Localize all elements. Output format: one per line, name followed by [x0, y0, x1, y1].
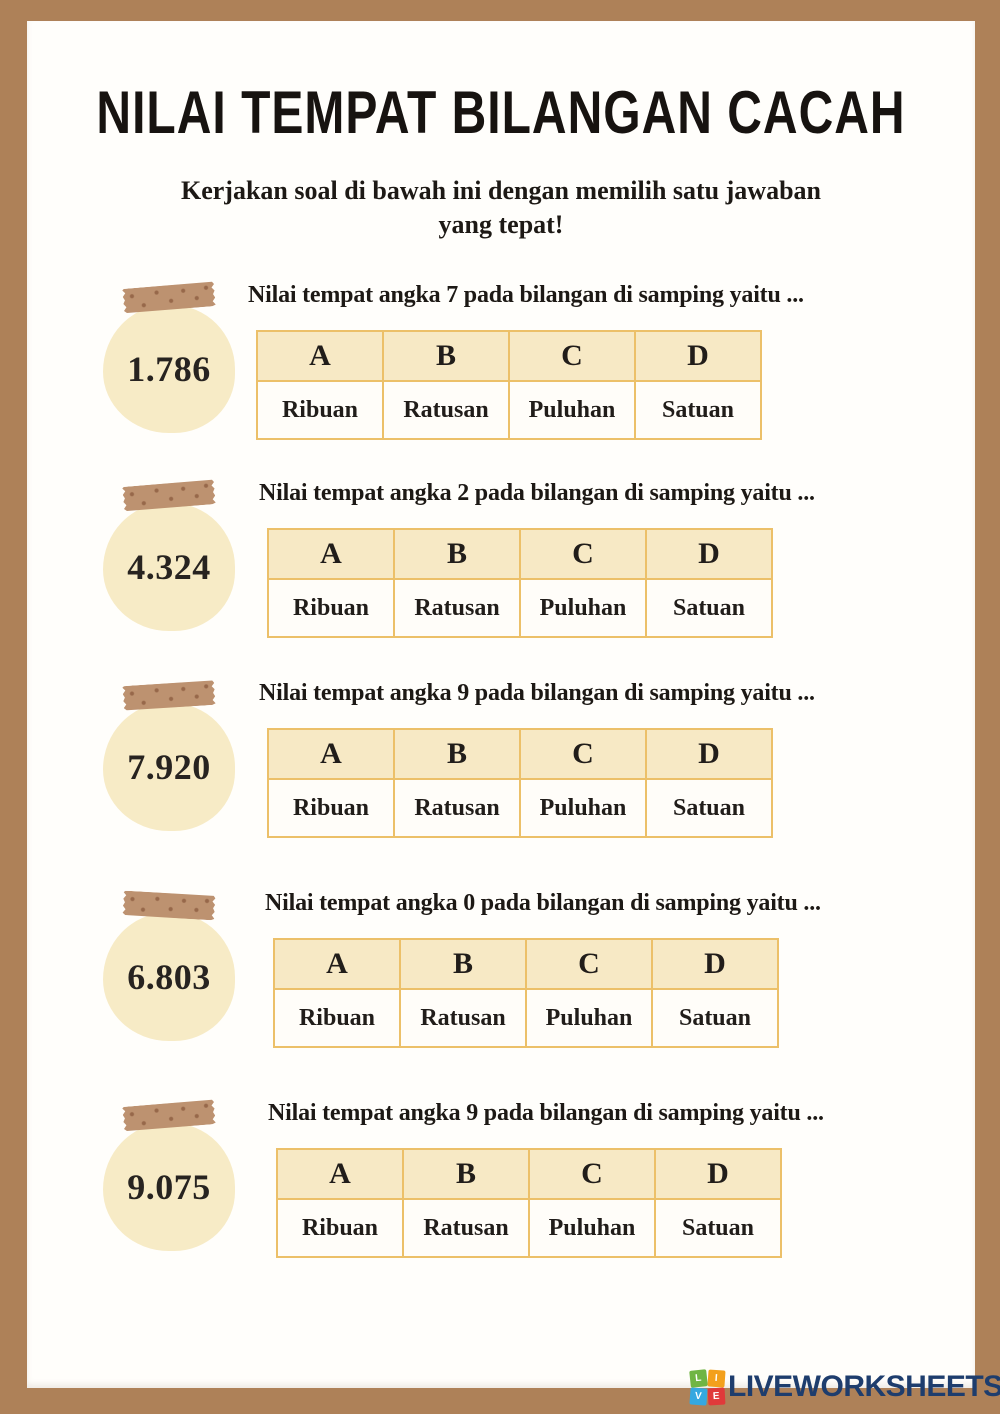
- choice-cell-d[interactable]: Satuan: [645, 778, 773, 838]
- option-letter-row: A B C D: [273, 938, 779, 990]
- question-prompt: Nilai tempat angka 7 pada bilangan di sa…: [248, 282, 804, 308]
- choice-cell-b[interactable]: Ratusan: [393, 778, 521, 838]
- choice-cell-d[interactable]: Satuan: [645, 578, 773, 638]
- answer-table: A B C D Ribuan Ratusan Puluhan Satuan: [276, 1148, 782, 1258]
- option-letter-d: D: [654, 1148, 782, 1200]
- worksheet-title: NILAI TEMPAT BILANGAN CACAH: [96, 80, 906, 147]
- option-letter-d: D: [651, 938, 779, 990]
- option-letter-a: A: [256, 330, 384, 382]
- question-number: 7.920: [127, 747, 211, 787]
- choice-cell-d[interactable]: Satuan: [634, 380, 762, 440]
- logo-block-l: L: [689, 1369, 708, 1388]
- washi-tape: [122, 479, 216, 512]
- number-sticker: 4.324: [103, 503, 235, 631]
- washi-tape: [122, 680, 216, 711]
- choice-cell-a[interactable]: Ribuan: [276, 1198, 404, 1258]
- answer-table: A B C D Ribuan Ratusan Puluhan Satuan: [256, 330, 762, 440]
- number-bubble: 1.786: [103, 305, 235, 433]
- question-number: 4.324: [127, 547, 211, 587]
- worksheet-instructions: Kerjakan soal di bawah ini dengan memili…: [27, 174, 975, 242]
- logo-block-v: V: [689, 1386, 708, 1405]
- option-letter-a: A: [273, 938, 401, 990]
- option-letter-b: B: [399, 938, 527, 990]
- number-bubble: 6.803: [103, 913, 235, 1041]
- option-letter-c: C: [508, 330, 636, 382]
- question-block-4: 6.803 Nilai tempat angka 0 pada bilangan…: [27, 888, 975, 1078]
- logo-block-e: E: [707, 1387, 725, 1405]
- option-letter-row: A B C D: [267, 728, 773, 780]
- choice-cell-d[interactable]: Satuan: [654, 1198, 782, 1258]
- question-prompt: Nilai tempat angka 9 pada bilangan di sa…: [268, 1100, 824, 1126]
- choice-cell-a[interactable]: Ribuan: [273, 988, 401, 1048]
- question-number: 9.075: [127, 1167, 211, 1207]
- choice-cell-c[interactable]: Puluhan: [519, 778, 647, 838]
- question-prompt: Nilai tempat angka 0 pada bilangan di sa…: [265, 890, 821, 916]
- washi-tape: [122, 281, 216, 314]
- number-bubble: 4.324: [103, 503, 235, 631]
- choice-cell-b[interactable]: Ratusan: [382, 380, 510, 440]
- number-sticker: 9.075: [103, 1123, 235, 1251]
- option-letter-c: C: [519, 728, 647, 780]
- choice-row: Ribuan Ratusan Puluhan Satuan: [256, 380, 762, 440]
- option-letter-d: D: [634, 330, 762, 382]
- option-letter-a: A: [276, 1148, 404, 1200]
- answer-table: A B C D Ribuan Ratusan Puluhan Satuan: [267, 528, 773, 638]
- option-letter-a: A: [267, 528, 395, 580]
- number-bubble: 7.920: [103, 703, 235, 831]
- choice-cell-d[interactable]: Satuan: [651, 988, 779, 1048]
- question-number: 1.786: [127, 349, 211, 389]
- number-sticker: 6.803: [103, 913, 235, 1041]
- choice-cell-b[interactable]: Ratusan: [393, 578, 521, 638]
- question-number: 6.803: [127, 957, 211, 997]
- choice-cell-c[interactable]: Puluhan: [528, 1198, 656, 1258]
- choice-cell-c[interactable]: Puluhan: [525, 988, 653, 1048]
- option-letter-a: A: [267, 728, 395, 780]
- worksheet-page: NILAI TEMPAT BILANGAN CACAH Kerjakan soa…: [27, 21, 975, 1388]
- question-block-3: 7.920 Nilai tempat angka 9 pada bilangan…: [27, 678, 975, 868]
- option-letter-row: A B C D: [256, 330, 762, 382]
- option-letter-row: A B C D: [276, 1148, 782, 1200]
- number-bubble: 9.075: [103, 1123, 235, 1251]
- option-letter-b: B: [402, 1148, 530, 1200]
- option-letter-d: D: [645, 728, 773, 780]
- choice-row: Ribuan Ratusan Puluhan Satuan: [267, 578, 773, 638]
- question-prompt: Nilai tempat angka 2 pada bilangan di sa…: [259, 480, 815, 506]
- number-sticker: 1.786: [103, 305, 235, 433]
- choice-cell-b[interactable]: Ratusan: [399, 988, 527, 1048]
- liveworksheets-logo-icon: L I V E: [689, 1369, 725, 1405]
- choice-cell-c[interactable]: Puluhan: [508, 380, 636, 440]
- option-letter-c: C: [528, 1148, 656, 1200]
- number-sticker: 7.920: [103, 703, 235, 831]
- choice-cell-a[interactable]: Ribuan: [256, 380, 384, 440]
- option-letter-b: B: [382, 330, 510, 382]
- answer-table: A B C D Ribuan Ratusan Puluhan Satuan: [273, 938, 779, 1048]
- logo-block-i: I: [706, 1369, 725, 1388]
- choice-cell-c[interactable]: Puluhan: [519, 578, 647, 638]
- washi-tape: [122, 1099, 216, 1132]
- choice-cell-a[interactable]: Ribuan: [267, 778, 395, 838]
- question-block-1: 1.786 Nilai tempat angka 7 pada bilangan…: [27, 280, 975, 470]
- choice-row: Ribuan Ratusan Puluhan Satuan: [273, 988, 779, 1048]
- choice-row: Ribuan Ratusan Puluhan Satuan: [276, 1198, 782, 1258]
- liveworksheets-brand-link[interactable]: LIVEWORKSHEETS: [728, 1370, 1000, 1403]
- option-letter-c: C: [525, 938, 653, 990]
- option-letter-d: D: [645, 528, 773, 580]
- answer-table: A B C D Ribuan Ratusan Puluhan Satuan: [267, 728, 773, 838]
- option-letter-row: A B C D: [267, 528, 773, 580]
- choice-cell-a[interactable]: Ribuan: [267, 578, 395, 638]
- option-letter-c: C: [519, 528, 647, 580]
- instructions-line-1: Kerjakan soal di bawah ini dengan memili…: [180, 176, 821, 205]
- instructions-line-2: yang tepat!: [438, 210, 564, 239]
- washi-tape: [122, 891, 215, 921]
- option-letter-b: B: [393, 728, 521, 780]
- choice-cell-b[interactable]: Ratusan: [402, 1198, 530, 1258]
- choice-row: Ribuan Ratusan Puluhan Satuan: [267, 778, 773, 838]
- option-letter-b: B: [393, 528, 521, 580]
- question-prompt: Nilai tempat angka 9 pada bilangan di sa…: [259, 680, 815, 706]
- question-block-5: 9.075 Nilai tempat angka 9 pada bilangan…: [27, 1098, 975, 1288]
- question-block-2: 4.324 Nilai tempat angka 2 pada bilangan…: [27, 478, 975, 668]
